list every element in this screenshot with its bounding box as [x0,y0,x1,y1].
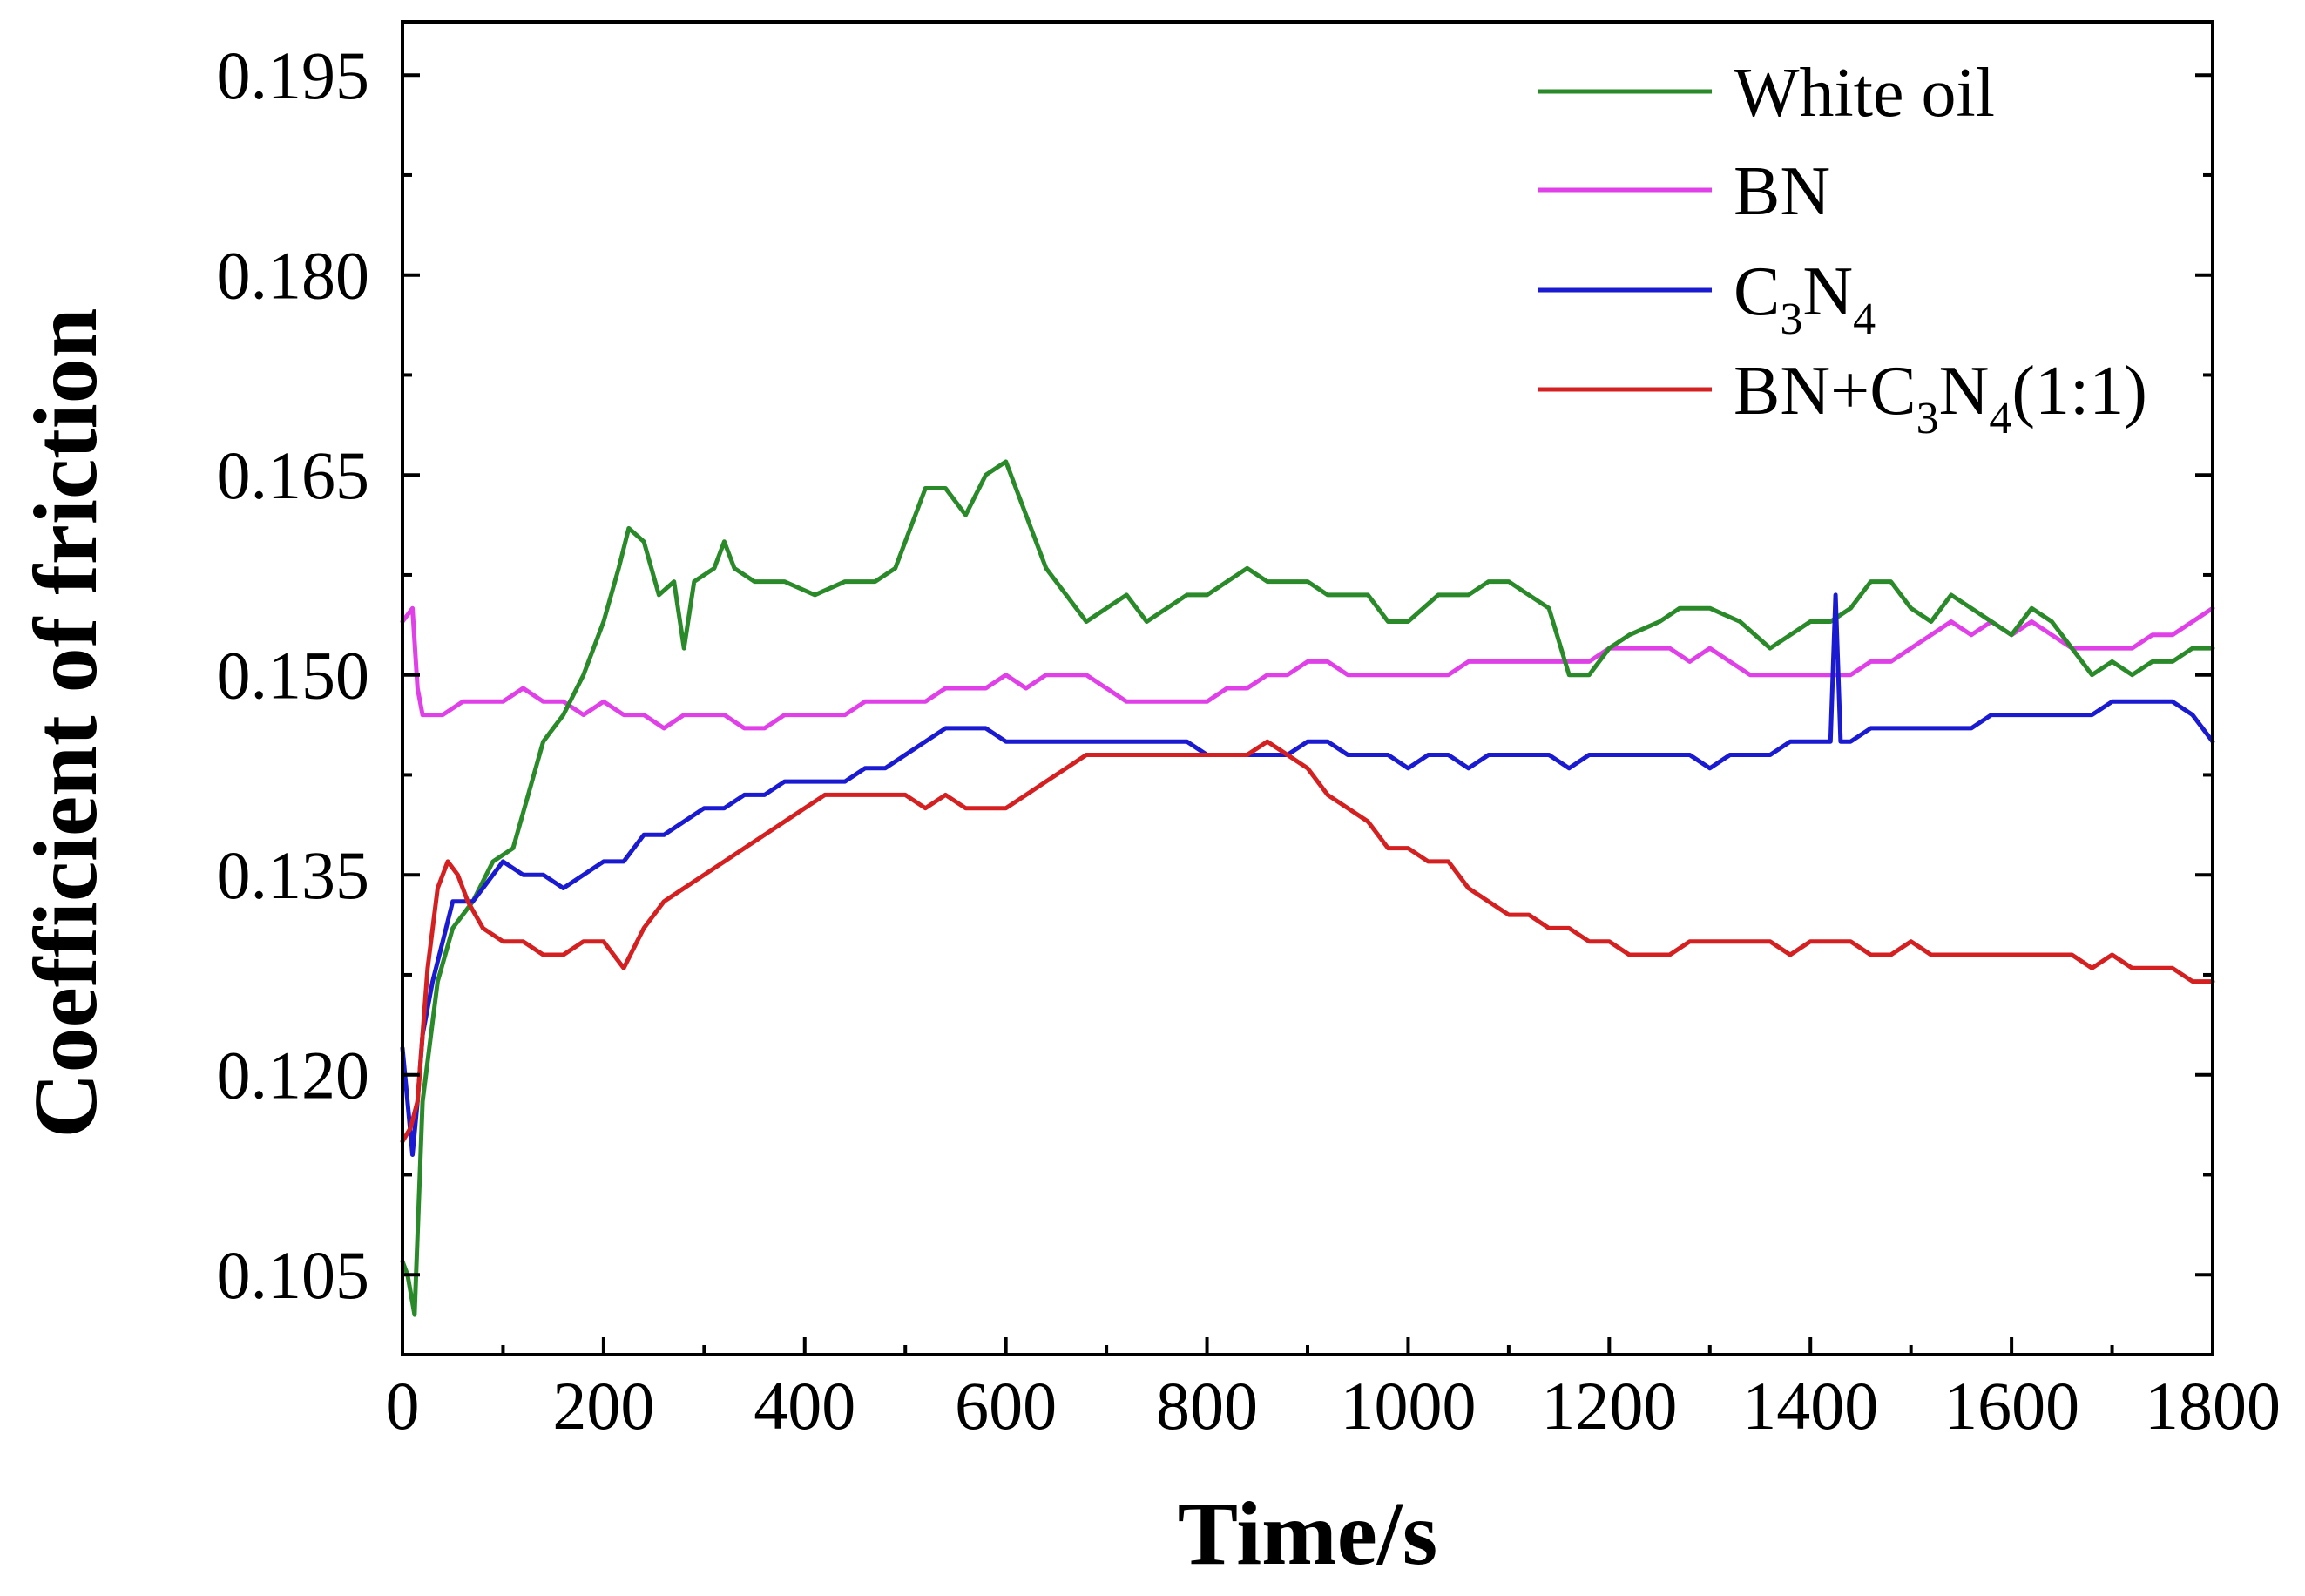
series-line-bn-c3n4-1-1- [400,739,2215,1144]
plot-frame [401,20,2214,1356]
x-tick-label: 1400 [1742,1368,1878,1444]
legend-label-bn: BN [1734,153,1830,230]
x-axis-title: Time/s [1178,1484,1438,1584]
y-tick-label: 0.135 [217,837,370,913]
x-tick-label: 200 [552,1368,654,1444]
x-tick-label: 1200 [1541,1368,1677,1444]
legend-label-bn-c3n4: BN+C3N4(1:1) [1734,353,2147,443]
y-tick-label: 0.180 [217,238,370,314]
x-tick-label: 1600 [1943,1368,2079,1444]
legend-label-bn-c3n4-sub1: 3 [1916,394,1939,443]
y-tick-label: 0.150 [217,638,370,713]
legend-label-c3n4-mid: N [1802,254,1853,330]
x-tick-label: 1800 [2145,1368,2281,1444]
series-line-c3n4 [400,592,2215,1157]
y-tick-label: 0.105 [217,1237,370,1313]
legend-label-c3n4-sub1: 3 [1780,294,1802,344]
x-tick-label: 600 [955,1368,1057,1444]
legend-label-bn-main: BN [1734,153,1830,230]
y-tick-label: 0.120 [217,1038,370,1113]
legend-item-bn-c3n4: BN+C3N4(1:1) [1538,353,2147,443]
series-line-bn [400,605,2215,731]
legend-item-c3n4: C3N4 [1538,254,1876,344]
y-tick-label: 0.165 [217,437,370,513]
legend: White oil BN C3N4 BN+C3N4(1:1) [1538,55,2147,443]
y-axis-title: Coefficient of friction [16,308,116,1139]
legend-label-c3n4: C3N4 [1734,254,1876,344]
y-tick-label: 0.195 [217,37,370,113]
legend-label-bn-c3n4-tail: (1:1) [2011,353,2147,429]
x-tick-label: 800 [1156,1368,1258,1444]
axis-layer: 0 200 400 600 800 1000 1200 1400 1600 1800 0.105 0.… [217,37,2281,1444]
legend-item-bn: BN [1538,153,1830,230]
legend-label-c3n4-sub2: 4 [1853,294,1876,344]
legend-label-white-oil: White oil [1734,55,1995,132]
legend-label-white-oil-main: White oil [1734,55,1995,132]
series-layer [400,459,2215,1317]
legend-label-bn-c3n4-sub2: 4 [1989,394,2011,443]
legend-label-bn-c3n4-mid: N [1939,353,1990,429]
legend-item-white-oil: White oil [1538,55,1995,132]
legend-label-c3n4-main: C [1734,254,1780,330]
legend-label-bn-c3n4-main: BN+C [1734,353,1916,429]
x-tick-label: 0 [386,1368,420,1444]
x-tick-label: 1000 [1340,1368,1476,1444]
x-tick-label: 400 [754,1368,855,1444]
series-line-white-oil [400,459,2215,1317]
